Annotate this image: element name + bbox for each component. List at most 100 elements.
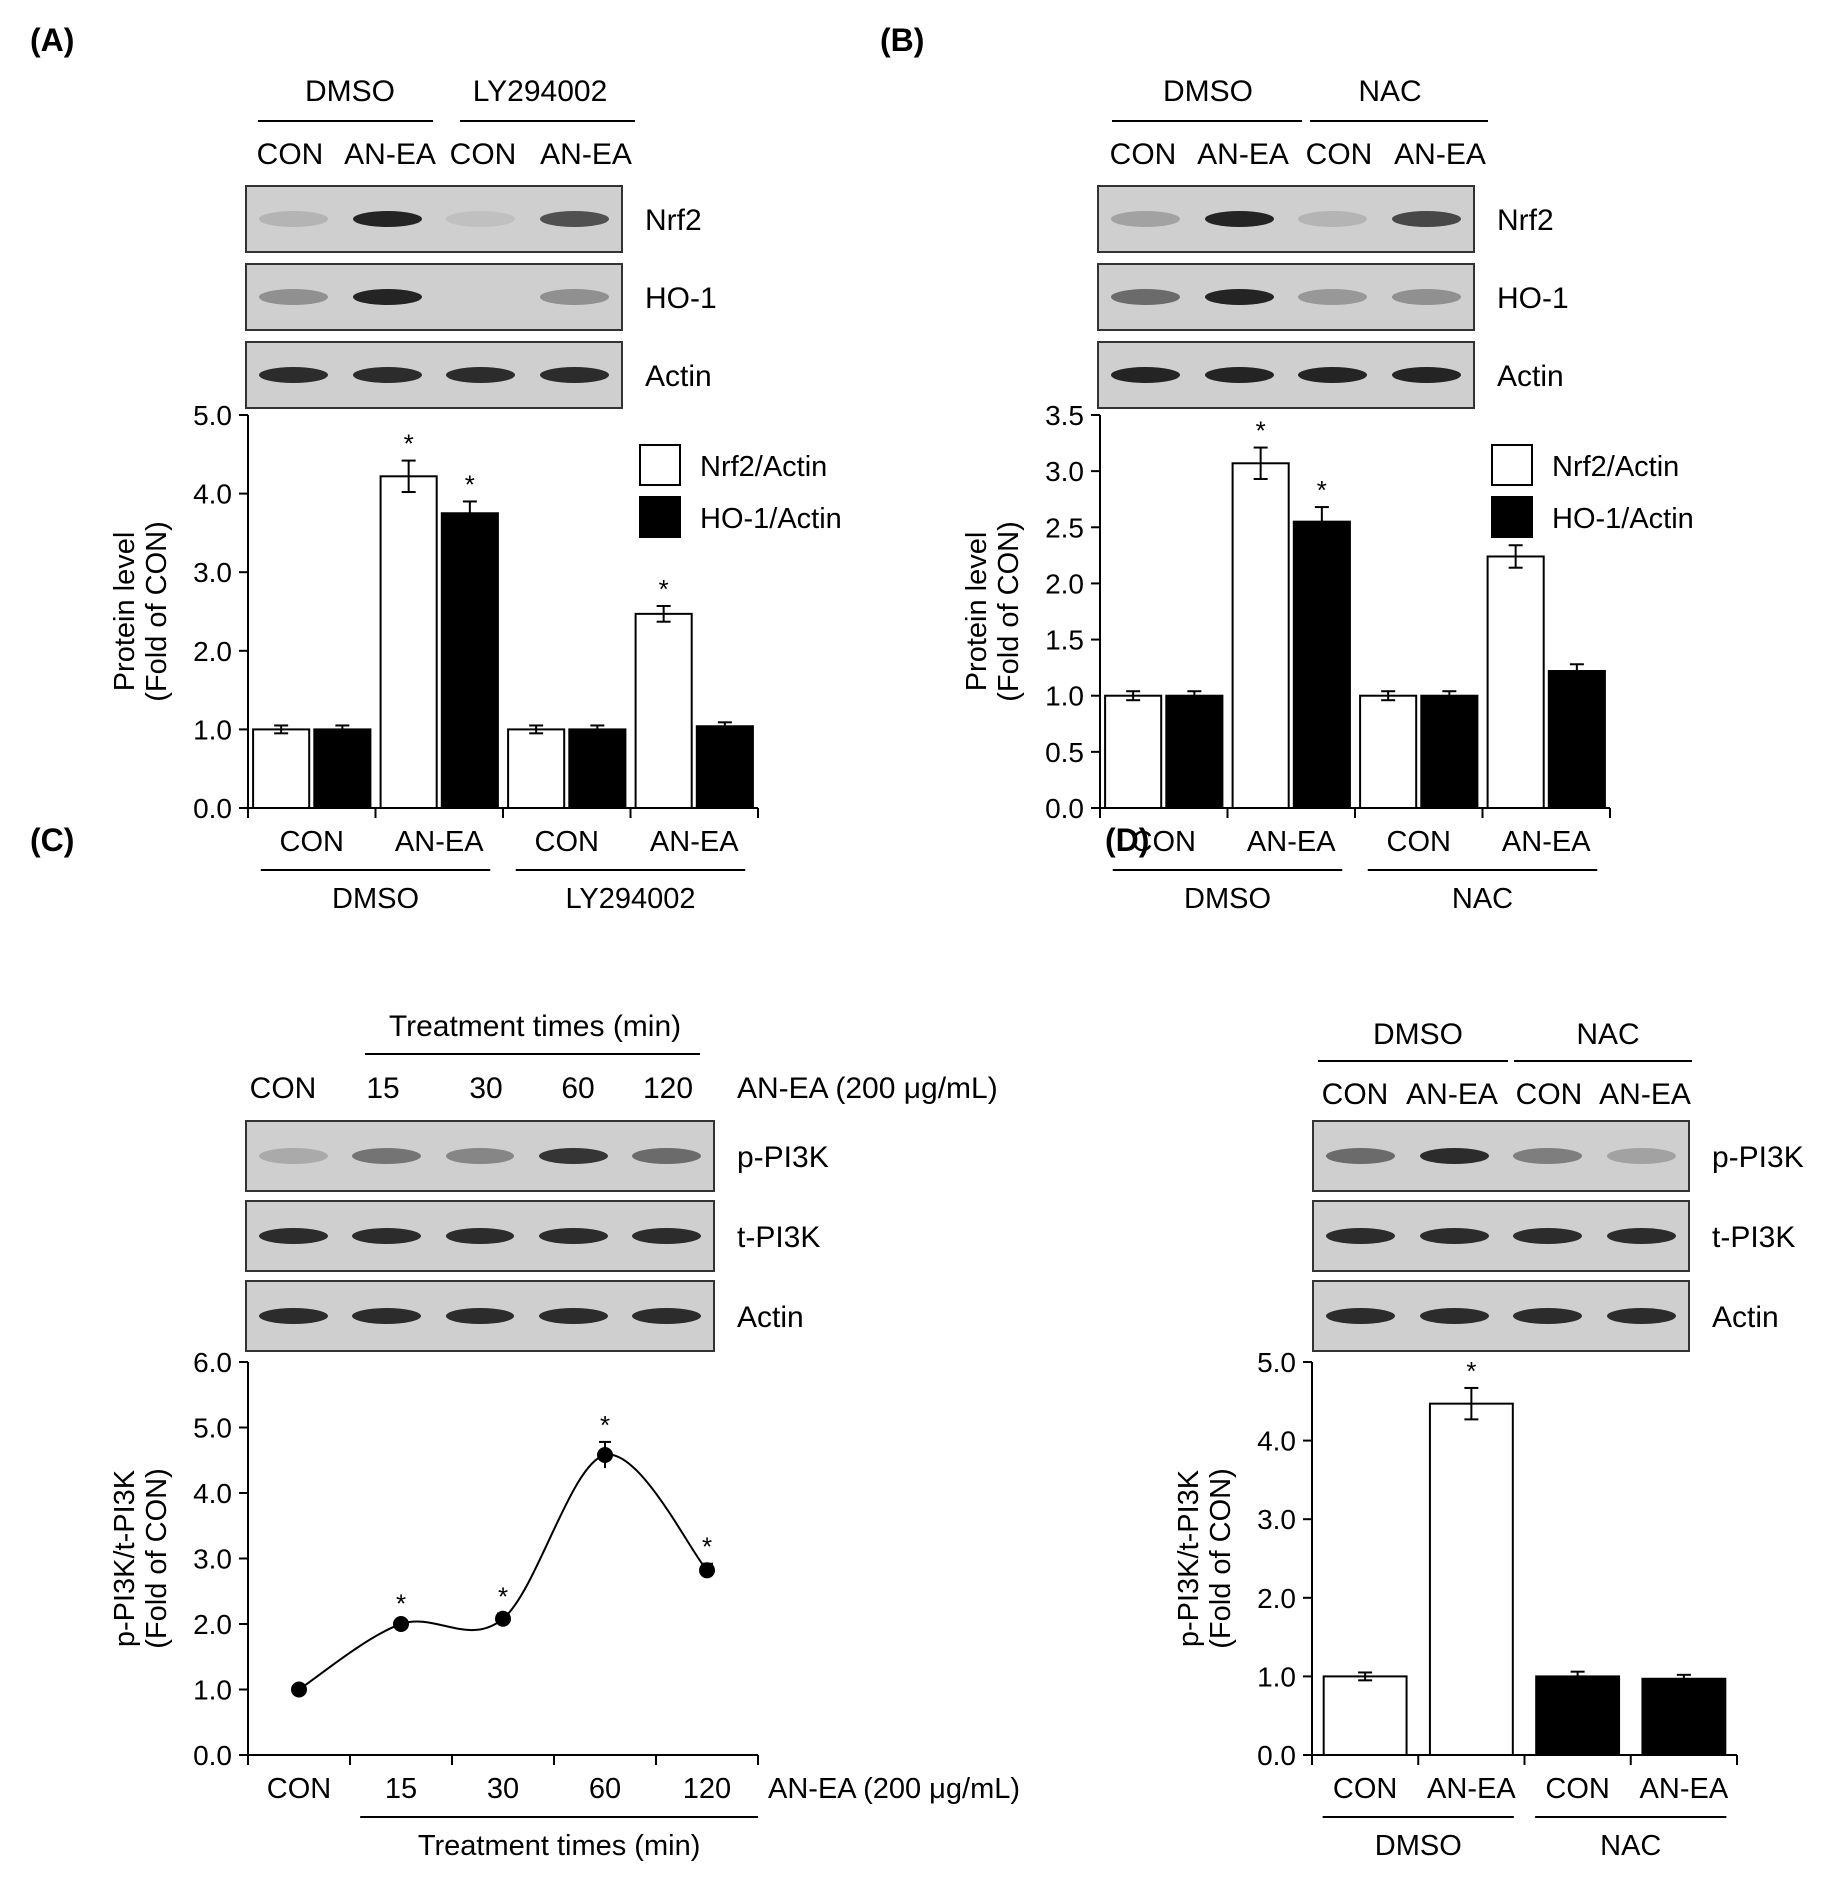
chart-b-x-tick-label: CON bbox=[1132, 826, 1196, 858]
blot-a-label-actin: Actin bbox=[645, 360, 712, 393]
blot-band bbox=[1391, 289, 1461, 305]
blot-band bbox=[352, 211, 422, 227]
chart-c-x-tick-label: 60 bbox=[589, 1773, 621, 1805]
blot-d-group-line-dmso bbox=[1318, 1060, 1508, 1062]
blot-d-label-t-pi3k: t-PI3K bbox=[1712, 1221, 1796, 1254]
blot-band bbox=[1326, 1308, 1396, 1324]
blot-a-lane-2: AN-EA bbox=[344, 138, 436, 171]
chart-c-y-tick-label: 0.0 bbox=[193, 1740, 232, 1771]
blot-b-lane-1: CON bbox=[1109, 138, 1177, 171]
chart-b-x-tick-label: CON bbox=[1387, 826, 1451, 858]
blot-band bbox=[445, 1148, 515, 1164]
blot-band bbox=[259, 1228, 329, 1244]
blot-band bbox=[1391, 367, 1461, 383]
chart-b-y-tick-label: 2.0 bbox=[1045, 568, 1084, 599]
chart-b-significance: * bbox=[1317, 475, 1327, 505]
chart-c-x-tick-label: 15 bbox=[385, 1773, 417, 1805]
chart-a-legend-label: Nrf2/Actin bbox=[700, 451, 827, 483]
blot-band bbox=[352, 1148, 422, 1164]
chart-a-legend-swatch bbox=[639, 444, 681, 486]
blot-c-lane-3: 30 bbox=[469, 1072, 503, 1105]
chart-c-point bbox=[597, 1447, 613, 1464]
blot-band bbox=[352, 1308, 422, 1324]
chart-c-y-label: (Fold of CON) bbox=[141, 1468, 173, 1648]
chart-a-bar bbox=[634, 612, 693, 809]
panel-label-d: (D) bbox=[1105, 822, 1150, 858]
blot-b-lane-2: AN-EA bbox=[1197, 138, 1289, 171]
blot-band bbox=[259, 289, 329, 305]
blot-c-treatment-label: AN-EA (200 μg/mL) bbox=[737, 1072, 998, 1105]
chart-d-x-tick-label: CON bbox=[1545, 1773, 1609, 1805]
blot-c-lane-5: 120 bbox=[642, 1072, 694, 1105]
blot-band bbox=[538, 1308, 608, 1324]
blot-band bbox=[1606, 1308, 1676, 1324]
chart-a-y-tick-label: 0.0 bbox=[193, 793, 232, 824]
chart-c-x-tick-label: 30 bbox=[487, 1773, 519, 1805]
blot-b-ho1 bbox=[1097, 263, 1475, 331]
blot-c-actin bbox=[245, 1280, 715, 1352]
blot-band bbox=[1513, 1148, 1583, 1164]
blot-c-label-t-pi3k: t-PI3K bbox=[737, 1221, 821, 1254]
chart-b-group-label: DMSO bbox=[1184, 883, 1271, 915]
blot-band bbox=[1298, 367, 1368, 383]
chart-b-bar bbox=[1420, 694, 1479, 810]
chart-b-bar bbox=[1104, 694, 1163, 810]
chart-a-y-tick-label: 2.0 bbox=[193, 636, 232, 667]
chart-a-bar bbox=[313, 728, 372, 810]
chart-d-bar bbox=[1428, 1402, 1514, 1756]
blot-b-nrf2 bbox=[1097, 185, 1475, 253]
blot-d-lane-4: AN-EA bbox=[1599, 1078, 1691, 1111]
chart-c-x-tick-label: CON bbox=[267, 1773, 331, 1805]
blot-band bbox=[1111, 211, 1181, 227]
blot-a-lane-3: CON bbox=[449, 138, 517, 171]
blot-band bbox=[1513, 1228, 1583, 1244]
blot-band bbox=[259, 1308, 329, 1324]
blot-band bbox=[539, 367, 609, 383]
chart-b-x-tick-label: AN-EA bbox=[1247, 826, 1336, 858]
chart-b-y-label: (Fold of CON) bbox=[993, 521, 1025, 701]
chart-d-bar bbox=[1322, 1675, 1408, 1757]
blot-d-t-pi3k bbox=[1312, 1200, 1690, 1272]
chart-d-y-tick-label: 0.0 bbox=[1257, 1740, 1296, 1771]
chart-d-y-tick-label: 5.0 bbox=[1257, 1347, 1296, 1378]
blot-c-lane-2: 15 bbox=[366, 1072, 400, 1105]
blot-a-group-line-ly294002 bbox=[460, 120, 635, 122]
blot-band bbox=[538, 1148, 608, 1164]
panel-label-b: (B) bbox=[880, 22, 925, 58]
chart-a-y-label: Protein level bbox=[109, 532, 141, 692]
chart-a-group-label: LY294002 bbox=[565, 883, 695, 915]
chart-b-y-tick-label: 1.5 bbox=[1045, 625, 1084, 656]
chart-c-point bbox=[699, 1562, 715, 1579]
blot-a-group-line-dmso bbox=[258, 120, 433, 122]
chart-a-group-label: DMSO bbox=[332, 883, 419, 915]
chart-b-y-tick-label: 0.5 bbox=[1045, 737, 1084, 768]
chart-b-bar bbox=[1231, 462, 1290, 809]
blot-band bbox=[1298, 289, 1368, 305]
blot-a-label-nrf2: Nrf2 bbox=[645, 204, 702, 237]
blot-d-lane-1: CON bbox=[1321, 1078, 1389, 1111]
blot-band bbox=[445, 1228, 515, 1244]
chart-a-y-tick-label: 1.0 bbox=[193, 714, 232, 745]
chart-c-y-tick-label: 3.0 bbox=[193, 1544, 232, 1575]
blot-b-group-dmso: DMSO bbox=[1163, 75, 1253, 108]
chart-d-x-tick-label: AN-EA bbox=[1640, 1773, 1729, 1805]
chart-c-y-tick-label: 5.0 bbox=[193, 1413, 232, 1444]
chart-c-y-label: p-PI3K/t-PI3K bbox=[109, 1469, 141, 1647]
blot-c-lane-1: CON bbox=[249, 1072, 317, 1105]
chart-c-significance: * bbox=[702, 1532, 712, 1562]
chart-b-legend-swatch bbox=[1491, 496, 1533, 538]
blot-band bbox=[1111, 289, 1181, 305]
blot-d-label-actin: Actin bbox=[1712, 1301, 1779, 1334]
blot-band bbox=[352, 367, 422, 383]
chart-a-bar bbox=[440, 512, 499, 809]
blot-a-actin bbox=[245, 341, 623, 409]
blot-c-p-pi3k bbox=[245, 1120, 715, 1192]
chart-b-x-tick-label: AN-EA bbox=[1502, 826, 1591, 858]
chart-a-x-tick-label: AN-EA bbox=[395, 826, 484, 858]
chart-b-bar bbox=[1486, 555, 1545, 809]
chart-b-significance: * bbox=[1256, 416, 1266, 446]
blot-a-nrf2 bbox=[245, 185, 623, 253]
chart-b-y-tick-label: 3.5 bbox=[1045, 400, 1084, 431]
